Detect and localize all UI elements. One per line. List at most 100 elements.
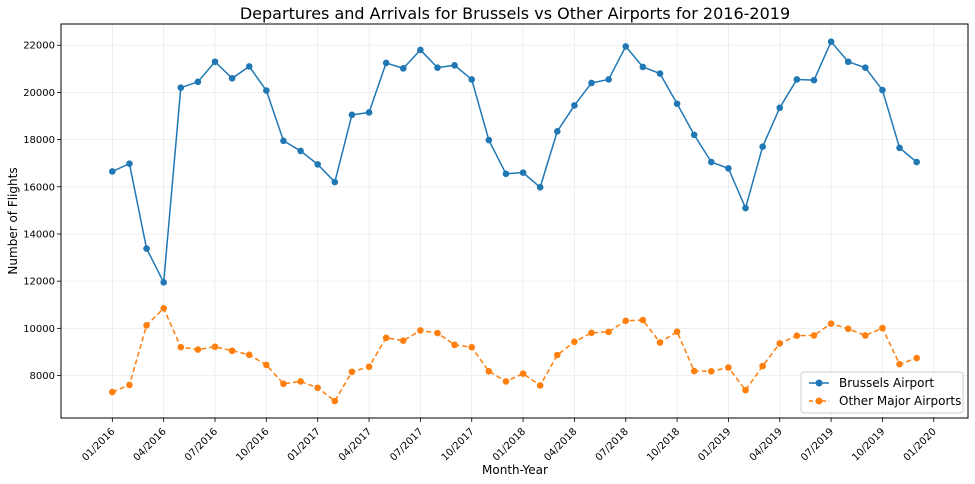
data-point-brussels-airport — [485, 136, 493, 144]
data-point-brussels-airport — [571, 102, 578, 109]
data-point-brussels-airport — [331, 178, 339, 186]
data-point-brussels-airport — [160, 279, 167, 286]
legend-box — [800, 371, 964, 414]
data-point-brussels-airport — [126, 160, 133, 167]
data-point-other-major-airports — [228, 347, 236, 355]
data-point-other-major-airports — [451, 341, 458, 349]
data-point-other-major-airports — [656, 339, 664, 346]
data-point-brussels-airport — [194, 78, 202, 86]
data-point-brussels-airport — [177, 84, 185, 92]
data-point-other-major-airports — [844, 325, 852, 333]
data-point-brussels-airport — [417, 46, 424, 54]
data-point-brussels-airport — [211, 58, 219, 66]
plot-frame — [60, 23, 969, 419]
data-point-other-major-airports — [673, 328, 681, 335]
data-point-other-major-airports — [314, 384, 321, 392]
data-point-other-major-airports — [742, 386, 749, 394]
data-point-other-major-airports — [143, 321, 150, 329]
data-point-brussels-airport — [348, 111, 356, 119]
y-axis-label: Number of Flights — [6, 167, 20, 274]
data-point-brussels-airport — [280, 137, 287, 145]
data-point-other-major-airports — [126, 381, 133, 389]
data-point-brussels-airport — [382, 59, 390, 67]
data-point-other-major-airports — [245, 351, 253, 359]
data-point-other-major-airports — [280, 380, 287, 388]
data-point-other-major-airports — [160, 304, 167, 312]
data-point-other-major-airports — [571, 338, 578, 346]
data-point-other-major-airports — [793, 332, 801, 339]
y-tick-label: 14000 — [23, 229, 55, 240]
legend: Brussels Airport Other Major Airports — [800, 371, 964, 414]
data-point-other-major-airports — [776, 340, 784, 347]
data-point-brussels-airport — [793, 76, 801, 83]
data-point-brussels-airport — [297, 147, 304, 155]
data-point-brussels-airport — [434, 64, 441, 71]
data-point-other-major-airports — [810, 332, 818, 339]
data-point-brussels-airport — [810, 76, 818, 84]
data-point-other-major-airports — [177, 343, 185, 351]
data-point-brussels-airport — [245, 63, 253, 70]
data-point-other-major-airports — [588, 329, 595, 337]
data-point-other-major-airports — [434, 329, 441, 337]
data-point-brussels-airport — [759, 143, 766, 150]
data-point-brussels-airport — [553, 128, 561, 135]
data-point-brussels-airport — [109, 168, 116, 175]
data-point-brussels-airport — [862, 64, 869, 71]
data-point-other-major-airports — [536, 382, 544, 389]
y-tick-label: 22000 — [23, 41, 55, 52]
data-point-other-major-airports — [519, 370, 527, 377]
data-point-brussels-airport — [451, 61, 458, 69]
data-point-other-major-airports — [913, 354, 920, 362]
y-tick-label: 10000 — [23, 324, 55, 335]
data-point-other-major-airports — [622, 317, 630, 325]
data-point-brussels-airport — [365, 109, 373, 116]
data-point-other-major-airports — [348, 368, 356, 376]
data-point-other-major-airports — [194, 346, 202, 353]
data-point-other-major-airports — [331, 397, 339, 405]
data-point-other-major-airports — [605, 328, 612, 336]
data-point-brussels-airport — [656, 70, 664, 77]
data-point-other-major-airports — [639, 316, 647, 324]
data-point-other-major-airports — [862, 332, 869, 339]
grid — [61, 24, 968, 418]
data-point-other-major-airports — [468, 343, 476, 351]
legend-label-brussels: Brussels Airport — [839, 376, 934, 390]
data-point-brussels-airport — [143, 245, 150, 252]
data-point-brussels-airport — [228, 74, 236, 82]
legend-label-other: Other Major Airports — [839, 394, 961, 408]
data-point-other-major-airports — [690, 367, 698, 375]
data-point-brussels-airport — [519, 169, 527, 176]
y-axis-ticks: 8000 10000 12000 14000 16000 18000 20000 22000 — [23, 41, 61, 382]
x-axis-label: Month-Year — [482, 463, 548, 477]
data-point-brussels-airport — [690, 131, 698, 139]
series-line-brussels-airport — [112, 40, 918, 284]
y-tick-label: 16000 — [23, 182, 55, 193]
data-point-other-major-airports — [417, 327, 424, 334]
data-point-brussels-airport — [708, 158, 715, 166]
data-point-brussels-airport — [263, 87, 270, 94]
data-point-brussels-airport — [844, 58, 852, 66]
data-point-brussels-airport — [622, 43, 630, 50]
y-tick-label: 8000 — [30, 371, 55, 382]
data-point-brussels-airport — [502, 170, 510, 178]
data-point-brussels-airport — [673, 100, 681, 108]
data-point-other-major-airports — [827, 320, 835, 327]
data-point-other-major-airports — [879, 324, 886, 332]
data-point-other-major-airports — [759, 362, 766, 370]
data-point-other-major-airports — [485, 367, 493, 375]
data-point-brussels-airport — [896, 144, 903, 152]
y-tick-label: 18000 — [23, 135, 55, 146]
data-point-other-major-airports — [211, 343, 219, 351]
data-point-brussels-airport — [879, 86, 886, 94]
data-point-other-major-airports — [725, 364, 732, 371]
series-layer — [109, 38, 920, 405]
data-point-brussels-airport — [639, 63, 647, 71]
data-point-other-major-airports — [896, 360, 903, 368]
data-point-other-major-airports — [553, 351, 561, 359]
legend-marker-brussels — [815, 379, 823, 387]
data-point-other-major-airports — [502, 378, 510, 385]
chart-title: Departures and Arrivals for Brussels vs … — [240, 4, 790, 23]
data-point-brussels-airport — [827, 38, 835, 45]
data-point-other-major-airports — [109, 388, 116, 396]
